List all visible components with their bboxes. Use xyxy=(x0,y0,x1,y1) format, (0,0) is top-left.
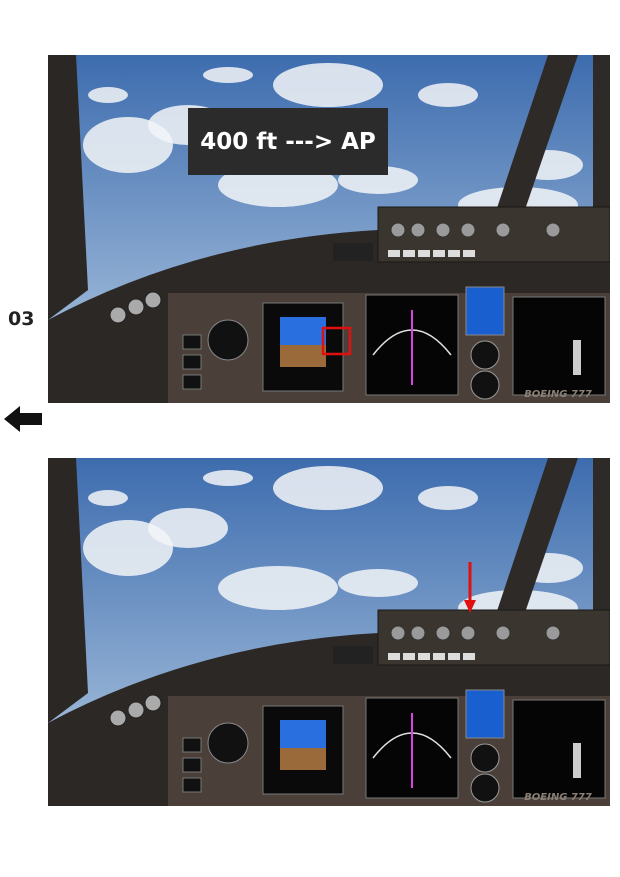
side-switch xyxy=(182,374,202,390)
button xyxy=(463,653,475,660)
knob xyxy=(495,625,511,641)
knob xyxy=(435,222,451,238)
cloud xyxy=(218,566,338,610)
standby-gauge xyxy=(207,319,249,361)
standby-instrument xyxy=(470,773,500,803)
knob xyxy=(495,222,511,238)
highlight-box xyxy=(321,326,352,356)
button xyxy=(463,250,475,257)
knob xyxy=(410,625,426,641)
eicas-gauge xyxy=(573,340,581,375)
knob xyxy=(460,222,476,238)
cloud xyxy=(338,569,418,597)
eicas-top xyxy=(465,689,505,739)
right-frame xyxy=(593,458,610,618)
cloud xyxy=(203,470,253,486)
cloud xyxy=(273,63,383,107)
brand-text: BOEING 777 xyxy=(524,792,592,803)
cloud xyxy=(418,83,478,107)
standby-instrument xyxy=(470,340,500,370)
side-knob xyxy=(109,709,127,727)
efis-block xyxy=(333,243,373,261)
side-knob xyxy=(144,694,162,712)
back-arrow[interactable] xyxy=(4,404,44,434)
cloud xyxy=(148,508,228,548)
eicas xyxy=(512,296,606,396)
cloud xyxy=(203,67,253,83)
side-switch xyxy=(182,737,202,753)
right-pillar xyxy=(488,458,578,638)
cloud xyxy=(88,490,128,506)
right-pillar xyxy=(488,55,578,235)
side-knob xyxy=(109,306,127,324)
left-pillar xyxy=(48,458,88,723)
left-pillar xyxy=(48,55,88,320)
knob xyxy=(545,222,561,238)
eicas xyxy=(512,699,606,799)
button xyxy=(388,653,400,660)
button xyxy=(403,250,415,257)
standby-instrument xyxy=(470,743,500,773)
side-switch xyxy=(182,777,202,793)
button xyxy=(448,250,460,257)
standby-instrument xyxy=(470,370,500,400)
arrow-shape xyxy=(4,406,42,432)
pfd-ground xyxy=(280,748,326,770)
side-switch xyxy=(182,334,202,350)
side-knob xyxy=(127,298,145,316)
side-knob xyxy=(144,291,162,309)
button xyxy=(433,250,445,257)
button xyxy=(433,653,445,660)
button xyxy=(448,653,460,660)
side-switch xyxy=(182,757,202,773)
brand-text: BOEING 777 xyxy=(524,389,592,400)
eicas-gauge xyxy=(573,743,581,778)
standby-gauge xyxy=(207,722,249,764)
knob xyxy=(435,625,451,641)
button xyxy=(418,250,430,257)
knob xyxy=(410,222,426,238)
side-switch xyxy=(182,354,202,370)
efis-block xyxy=(333,646,373,664)
knob xyxy=(460,625,476,641)
knob xyxy=(390,222,406,238)
knob xyxy=(390,625,406,641)
button xyxy=(418,653,430,660)
callout-label: 400 ft ---> AP xyxy=(188,108,388,175)
knob xyxy=(545,625,561,641)
cloud xyxy=(273,466,383,510)
button xyxy=(403,653,415,660)
step-number: 03 xyxy=(8,308,35,330)
cockpit-screenshot: BOEING 777 xyxy=(48,458,610,806)
pointer-head xyxy=(464,600,476,613)
side-knob xyxy=(127,701,145,719)
button xyxy=(388,250,400,257)
cloud xyxy=(418,486,478,510)
right-frame xyxy=(593,55,610,215)
cloud xyxy=(88,87,128,103)
eicas-top xyxy=(465,286,505,336)
pfd-ground xyxy=(280,345,326,367)
